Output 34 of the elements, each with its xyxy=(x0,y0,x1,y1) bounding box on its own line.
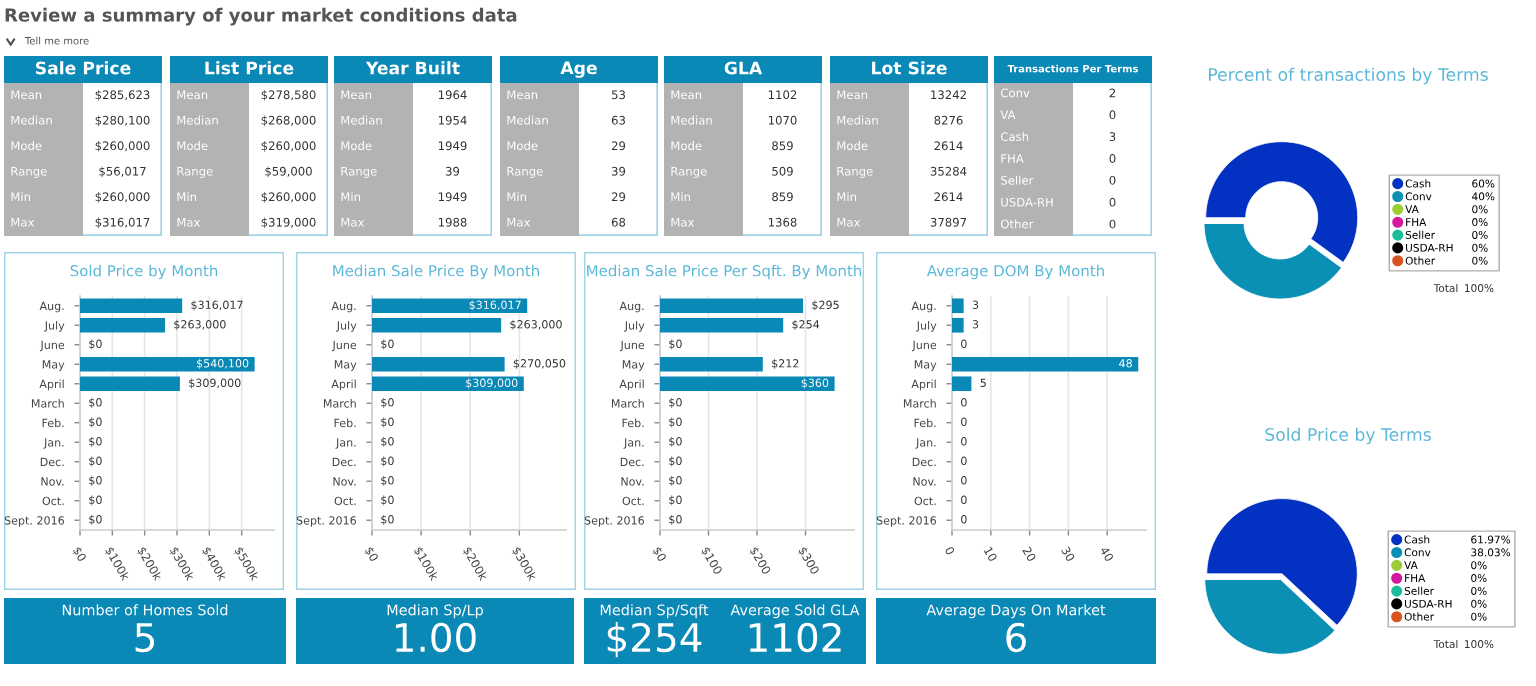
text: GLA xyxy=(724,61,763,75)
donut-slice xyxy=(1203,222,1342,300)
bar xyxy=(952,356,1139,372)
text: Age xyxy=(560,61,597,78)
donut-slice xyxy=(1205,141,1359,263)
text: Year Built xyxy=(365,61,460,75)
text: 6 xyxy=(1006,622,1026,653)
text: Sale Price xyxy=(35,61,131,75)
bar xyxy=(372,298,528,314)
bar xyxy=(372,376,524,392)
bar xyxy=(952,317,964,333)
chart-title: Sold Price by Terms xyxy=(1265,427,1431,445)
bar xyxy=(952,376,972,392)
bar xyxy=(80,298,183,314)
text: 5 xyxy=(135,623,154,653)
text: List Price xyxy=(205,61,294,75)
chart-title: Percent of transactions by Terms xyxy=(1209,67,1488,85)
bar xyxy=(372,317,502,333)
bar xyxy=(952,298,964,314)
pie-slice xyxy=(1204,578,1336,655)
bar xyxy=(372,356,505,372)
bar xyxy=(80,376,180,392)
bar xyxy=(660,298,804,314)
text: $254 xyxy=(607,622,702,658)
bar xyxy=(80,356,255,372)
pie-slice xyxy=(1206,498,1358,626)
text: Review a summary of your market conditions data xyxy=(5,7,517,26)
text: 1102 xyxy=(749,622,841,653)
bar xyxy=(660,356,763,372)
text: Lot Size xyxy=(872,61,947,75)
bar xyxy=(80,317,166,333)
bar xyxy=(660,317,784,333)
text: 1.00 xyxy=(395,622,476,653)
bar xyxy=(660,376,835,392)
